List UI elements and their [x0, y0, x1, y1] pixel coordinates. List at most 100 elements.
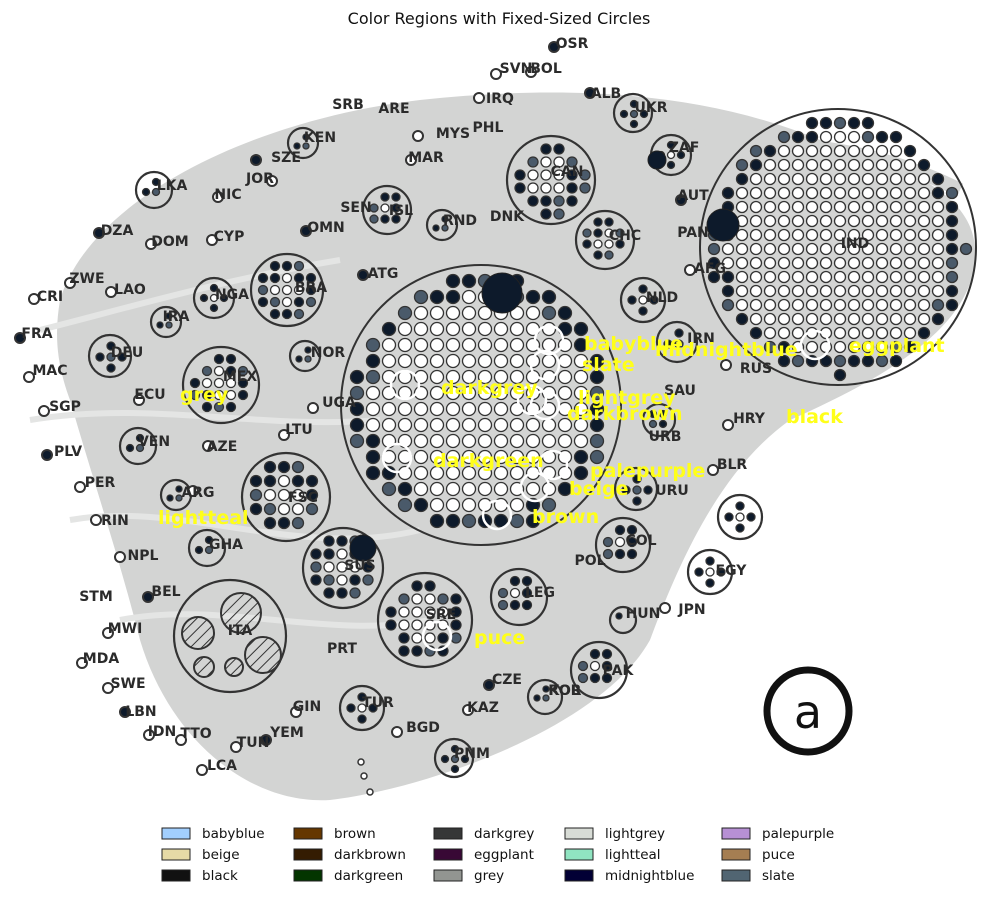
highlight-rings [381, 324, 831, 652]
legend-label: midnightblue [605, 868, 694, 884]
community-circle [249, 252, 325, 328]
country-label: LCA [207, 758, 237, 774]
country-label: SVN [500, 61, 533, 77]
node-marker [119, 706, 131, 718]
node-marker [202, 440, 214, 452]
node-marker [525, 66, 537, 78]
country-label: PLV [54, 444, 82, 460]
community-circle [655, 320, 699, 364]
node-marker [142, 591, 154, 603]
legend-item-darkbrown: darkbrown [293, 847, 406, 863]
country-label: SUS [344, 558, 376, 574]
community-circle [181, 345, 261, 425]
legend-label: eggplant [474, 847, 534, 863]
node-marker [300, 225, 312, 237]
legend-item-slate: slate [721, 868, 795, 884]
legend-item-lightteal: lightteal [564, 847, 661, 863]
country-label: SRB [332, 97, 364, 113]
node-marker [483, 679, 495, 691]
country-label: CHC [609, 228, 641, 244]
community-circle [172, 578, 288, 694]
community-circle [613, 466, 659, 512]
community-circle [134, 170, 174, 210]
legend-swatch [433, 869, 463, 882]
community-circle [574, 209, 636, 271]
region-label-grey: grey [180, 384, 229, 406]
country-label: GIN [293, 699, 321, 715]
community-circle [433, 737, 475, 779]
community-circle [505, 134, 597, 226]
legend-swatch [161, 827, 191, 840]
country-label: PRT [327, 641, 357, 657]
panel-letter: a [794, 685, 822, 739]
legend-label: darkbrown [334, 847, 406, 863]
region-label-darkgreen: darkgreen [433, 450, 544, 472]
community-circles [87, 92, 977, 779]
community-circle [641, 402, 677, 438]
region-label-lightteal: lightteal [158, 507, 249, 529]
legend-label: beige [202, 847, 240, 863]
node-marker [23, 371, 35, 383]
community-circle [376, 571, 474, 669]
country-label: NOR [311, 345, 346, 361]
node-marker [659, 602, 671, 614]
country-label: LKA [157, 178, 188, 194]
country-label: POL [574, 553, 605, 569]
country-label: PNM [454, 746, 490, 762]
legend-label: darkgreen [334, 868, 403, 884]
node-marker [133, 394, 145, 406]
node-marker [684, 264, 696, 276]
region-label-slate: slate [582, 354, 635, 376]
community-circle [87, 333, 133, 379]
legend-item-black: black [161, 868, 238, 884]
country-label: PAK [603, 663, 635, 679]
country-label: BOL [530, 61, 562, 77]
node-marker [250, 154, 262, 166]
region-label-black: black [786, 406, 843, 428]
country-label: IDN [148, 724, 177, 740]
country-label: ARE [378, 101, 409, 117]
community-circle [686, 548, 734, 596]
country-label: DEU [111, 345, 144, 361]
node-marker [64, 277, 76, 289]
country-label: PHL [473, 120, 504, 136]
country-label: NLD [646, 290, 678, 306]
node-marker [90, 514, 102, 526]
country-label: AUT [677, 188, 709, 204]
legend-swatch [721, 869, 751, 882]
country-label: JPN [677, 602, 705, 618]
legend-swatch [293, 827, 323, 840]
community-circle [612, 92, 654, 134]
community-circle [594, 516, 652, 574]
community-circle [149, 305, 183, 339]
country-label: PAN [677, 225, 709, 241]
panel-badge: a [763, 666, 853, 756]
country-label: LBN [125, 704, 156, 720]
country-label: RND [443, 213, 477, 229]
country-label: ZWE [69, 271, 104, 287]
community-circle [286, 126, 320, 160]
country-label: CZE [492, 672, 522, 688]
country-label: RIN [101, 513, 129, 529]
country-label: IND [841, 236, 870, 252]
node-marker [290, 706, 302, 718]
node-marker [206, 234, 218, 246]
country-label: SZE [271, 150, 301, 166]
node-marker [76, 657, 88, 669]
node-marker [391, 726, 403, 738]
country-label: MEX [223, 369, 257, 385]
legend-swatch [564, 827, 594, 840]
country-label: URU [655, 483, 689, 499]
legend-swatch [721, 848, 751, 861]
country-label: NIC [214, 187, 241, 203]
country-label: SAU [664, 383, 696, 399]
country-label: AFG [694, 261, 726, 277]
country-label: KAZ [467, 700, 499, 716]
node-marker [38, 405, 50, 417]
node-marker [722, 419, 734, 431]
region-label-midnightblue: midnightblue [655, 339, 798, 361]
country-label: ZAF [669, 140, 700, 156]
node-marker [102, 682, 114, 694]
legend-swatch [564, 869, 594, 882]
